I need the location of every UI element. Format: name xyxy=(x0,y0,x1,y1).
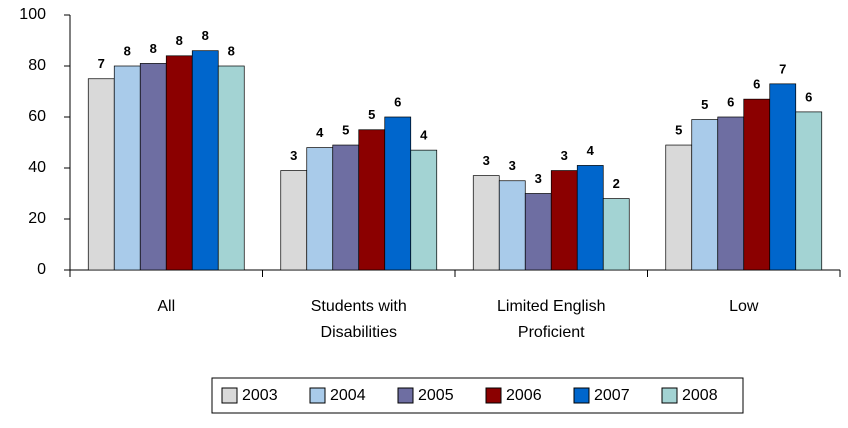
bar xyxy=(472,175,500,271)
bar xyxy=(717,116,745,271)
bar xyxy=(139,63,167,271)
y-tick-label: 80 xyxy=(28,57,46,74)
bar xyxy=(217,65,245,271)
bar-label: 8 xyxy=(150,41,157,56)
y-tick-label: 0 xyxy=(37,261,46,278)
bar xyxy=(550,170,578,271)
bar-label: 6 xyxy=(805,89,812,104)
y-tick-label: 100 xyxy=(19,6,46,23)
legend-label: 2003 xyxy=(242,387,278,404)
bar-label: 5 xyxy=(368,107,375,122)
bar xyxy=(332,144,360,271)
bar-label: 5 xyxy=(701,97,708,112)
legend-label: 2005 xyxy=(418,387,454,404)
y-tick-label: 40 xyxy=(28,159,46,176)
bar-label: 4 xyxy=(316,125,324,140)
legend-swatch xyxy=(661,387,678,404)
bar-label: 8 xyxy=(228,43,235,58)
y-tick-label: 20 xyxy=(28,210,46,227)
legend-swatch xyxy=(309,387,326,404)
bar-label: 3 xyxy=(509,158,516,173)
bar xyxy=(665,144,693,271)
bar-label: 3 xyxy=(535,171,542,186)
legend-label: 2004 xyxy=(330,387,366,404)
bar xyxy=(113,65,141,271)
bar-label: 7 xyxy=(779,61,786,76)
bar-label: 2 xyxy=(613,176,620,191)
bar xyxy=(410,149,438,271)
bar xyxy=(165,55,193,271)
bar xyxy=(743,98,771,271)
bar-label: 8 xyxy=(176,33,183,48)
legend-swatch xyxy=(485,387,502,404)
legend-swatch xyxy=(397,387,414,404)
legend-label: 2007 xyxy=(594,387,630,404)
legend-swatch xyxy=(573,387,590,404)
x-tick-label: Limited English Proficient xyxy=(497,298,606,341)
bar xyxy=(306,147,334,271)
bar xyxy=(498,180,526,271)
bar xyxy=(358,129,386,271)
legend-label: 2008 xyxy=(682,387,718,404)
legend-label: 2006 xyxy=(506,387,542,404)
bar-label: 8 xyxy=(124,43,131,58)
bar xyxy=(191,50,219,271)
bar-label: 3 xyxy=(561,148,568,163)
bar-label: 6 xyxy=(394,94,401,109)
bar xyxy=(691,119,719,271)
bar-label: 7 xyxy=(98,56,105,71)
bar-label: 3 xyxy=(483,153,490,168)
legend-swatch xyxy=(221,387,238,404)
x-tick-label: Low xyxy=(729,298,759,315)
bar xyxy=(384,116,412,271)
bar xyxy=(769,83,797,271)
bar-label: 5 xyxy=(342,122,349,137)
bar-label: 5 xyxy=(675,122,682,137)
bar xyxy=(602,198,630,271)
bar-label: 3 xyxy=(290,148,297,163)
bar xyxy=(576,165,604,271)
bar-label: 6 xyxy=(727,94,734,109)
bar xyxy=(280,170,308,271)
bar-label: 4 xyxy=(420,128,428,143)
x-tick-label: Students with Disabilities xyxy=(310,298,407,341)
bar-label: 4 xyxy=(587,143,595,158)
bar-label: 8 xyxy=(202,28,209,43)
bar xyxy=(87,78,115,271)
legend-box xyxy=(211,377,744,414)
bar-label: 6 xyxy=(753,77,760,92)
bar xyxy=(524,193,552,271)
y-tick-label: 60 xyxy=(28,108,46,125)
bar xyxy=(795,111,823,271)
x-tick-label: All xyxy=(157,298,176,315)
